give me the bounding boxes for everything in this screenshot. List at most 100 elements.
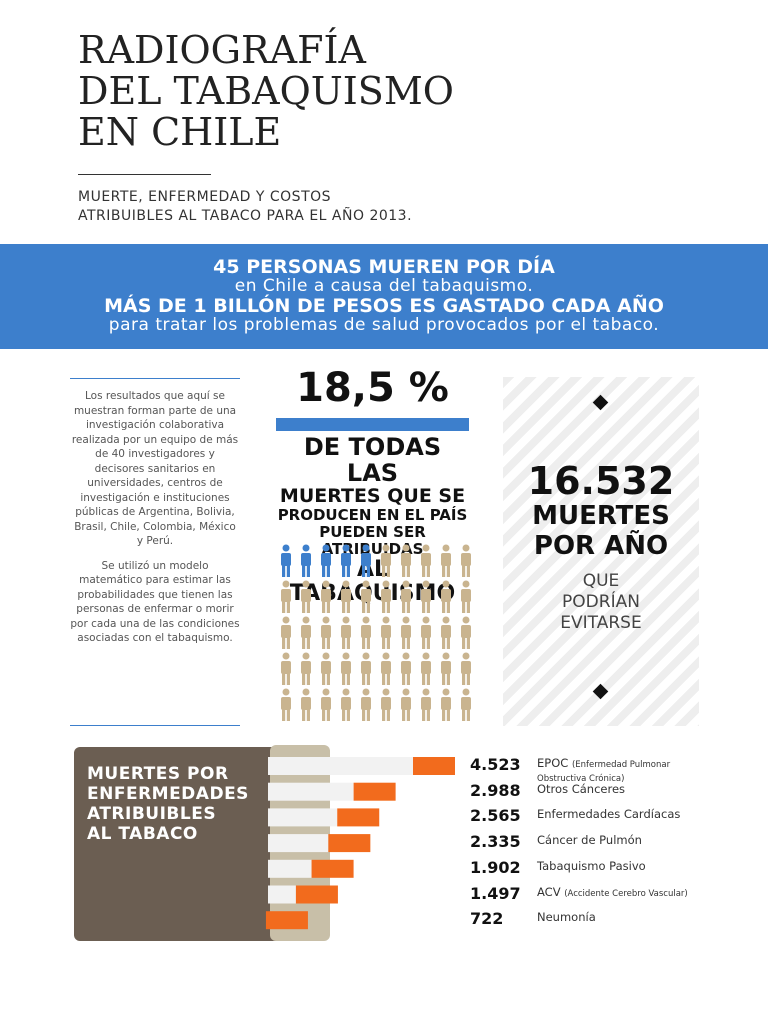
cause-name: Enfermedades Cardíacas: [537, 808, 697, 820]
person-body: [281, 661, 291, 674]
person-leg: [382, 637, 386, 649]
person-head: [382, 544, 390, 552]
causes-title-line: AL TABACO: [87, 824, 198, 844]
person-leg: [426, 709, 430, 721]
person-body: [441, 625, 451, 638]
person-head: [322, 652, 330, 660]
person-head: [342, 688, 350, 696]
person-head: [462, 616, 470, 624]
diamond: [592, 394, 609, 411]
person: [341, 544, 351, 577]
person-leg: [466, 709, 470, 721]
person-head: [322, 688, 330, 696]
person-body: [361, 589, 371, 602]
cigarette-paper: [268, 834, 329, 853]
person-body: [461, 625, 471, 638]
rule: [78, 174, 211, 175]
person-head: [342, 544, 350, 552]
person-head: [462, 580, 470, 588]
avoidable: QUE: [582, 571, 620, 591]
person-body: [361, 625, 371, 638]
person-head: [422, 652, 430, 660]
person-leg: [366, 673, 370, 685]
person-body: [301, 625, 311, 638]
person: [401, 580, 411, 613]
causes-title: MUERTES POR ENFERMEDADES ATRIBUIBLES AL …: [87, 764, 249, 844]
cigarette-filter: [337, 808, 380, 827]
person-body: [441, 589, 451, 602]
person-leg: [386, 673, 390, 685]
person-head: [402, 616, 410, 624]
person-body: [381, 697, 391, 710]
person-body: [461, 589, 471, 602]
person-body: [301, 553, 311, 566]
person-leg: [286, 565, 290, 577]
pictogram: [281, 544, 471, 721]
person-head: [382, 652, 390, 660]
person-body: [381, 553, 391, 566]
person: [421, 652, 431, 685]
person-head: [422, 580, 430, 588]
cause-label: EPOC: [537, 756, 569, 770]
person-leg: [402, 673, 406, 685]
person-leg: [306, 709, 310, 721]
deaths-label: MUERTES: [532, 501, 670, 531]
subtitle-line: ATRIBUIBLES AL TABACO PARA EL AÑO 2013.: [78, 208, 413, 224]
person-leg: [346, 709, 350, 721]
person: [461, 652, 471, 685]
person: [461, 616, 471, 649]
banner-headline: MÁS DE 1 BILLÓN DE PESOS ES GASTADO CADA…: [104, 295, 664, 317]
person-leg: [302, 709, 306, 721]
person-leg: [342, 601, 346, 613]
person: [401, 544, 411, 577]
person-leg: [382, 601, 386, 613]
person-body: [361, 697, 371, 710]
person-head: [362, 652, 370, 660]
person: [401, 616, 411, 649]
person-leg: [386, 601, 390, 613]
person-body: [321, 589, 331, 602]
person-body: [321, 553, 331, 566]
person-leg: [382, 709, 386, 721]
person-head: [322, 544, 330, 552]
person-head: [302, 688, 310, 696]
person-body: [281, 589, 291, 602]
person-body: [361, 661, 371, 674]
cause-value: 2.988: [470, 780, 521, 800]
person-leg: [362, 709, 366, 721]
person-body: [381, 589, 391, 602]
person-body: [381, 625, 391, 638]
deaths-number: 16.532: [527, 459, 675, 503]
person: [301, 652, 311, 685]
cause-label: ACV: [537, 884, 561, 899]
person-body: [281, 697, 291, 710]
person-body: [401, 625, 411, 638]
person-leg: [446, 565, 450, 577]
banner-text: en Chile a causa del tabaquismo.: [234, 276, 534, 296]
person: [441, 688, 451, 721]
person-leg: [446, 637, 450, 649]
person: [301, 580, 311, 613]
person-head: [342, 652, 350, 660]
banner-text: para tratar los problemas de salud provo…: [108, 315, 660, 335]
person-leg: [442, 637, 446, 649]
cigarette-paper: [268, 885, 296, 904]
person-leg: [446, 709, 450, 721]
cause-name: Otros Cánceres: [537, 783, 697, 795]
cause-value: 1.902: [470, 857, 521, 877]
person-leg: [362, 601, 366, 613]
person-leg: [342, 637, 346, 649]
person-head: [382, 580, 390, 588]
cigarette-paper: [268, 859, 312, 878]
person: [301, 544, 311, 577]
person-leg: [326, 709, 330, 721]
person-head: [362, 688, 370, 696]
person-body: [321, 697, 331, 710]
person-leg: [342, 709, 346, 721]
causes-title-line: ATRIBUIBLES: [87, 804, 217, 824]
person-body: [321, 661, 331, 674]
person: [321, 688, 331, 721]
stat-line: PRODUCEN EN EL PAÍS: [277, 506, 468, 524]
person-leg: [386, 637, 390, 649]
person-leg: [462, 673, 466, 685]
